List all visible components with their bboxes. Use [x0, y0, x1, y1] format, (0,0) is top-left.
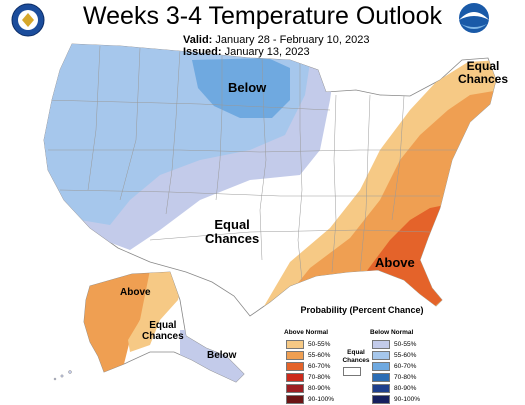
legend-above-row: 70-80%	[286, 373, 330, 382]
state-boundaries	[44, 45, 460, 281]
legend-above-header: Above Normal	[284, 329, 329, 336]
label-equal-ne-line1: Equal	[466, 59, 500, 73]
legend-above-row: 55-60%	[286, 351, 330, 360]
issued-value: January 13, 2023	[224, 46, 310, 58]
legend-below-row: 80-90%	[372, 384, 416, 393]
legend-equal-header: Equal Chances	[339, 349, 373, 365]
legend-below-label: 90-100%	[394, 396, 421, 404]
islands	[53, 370, 72, 381]
label-equal-center: Equal Chances	[205, 218, 259, 246]
conus-map	[43, 43, 497, 317]
below-60-70-region	[192, 58, 290, 118]
legend: Probability (Percent Chance) Above Norma…	[282, 305, 442, 405]
legend-above-row: 80-90%	[286, 384, 330, 393]
legend-above-label: 55-60%	[308, 352, 331, 360]
valid-value: January 28 - February 10, 2023	[215, 34, 370, 46]
legend-below-swatch	[372, 351, 390, 360]
legend-above-swatch	[286, 362, 304, 371]
issued-label: Issued:	[183, 46, 222, 58]
legend-below-label: 50-55%	[394, 341, 417, 349]
legend-below-swatch	[372, 340, 390, 349]
label-equal-center-line2: Chances	[205, 231, 260, 246]
legend-above-row: 60-70%	[286, 362, 330, 371]
legend-below-row: 70-80%	[372, 373, 416, 382]
noaa-logo	[459, 3, 489, 33]
legend-below-swatch	[372, 373, 390, 382]
label-above-alaska: Above	[120, 287, 151, 298]
label-equal-ne-line2: Chances	[458, 72, 509, 86]
label-equal-northeast: Equal Chances	[458, 60, 508, 86]
label-equal-alaska: Equal Chances	[142, 320, 184, 342]
legend-above-swatch	[286, 373, 304, 382]
legend-above-label: 50-55%	[308, 341, 331, 349]
legend-above-label: 80-90%	[308, 385, 331, 393]
issued-date: Issued: January 13, 2023	[183, 46, 310, 58]
legend-below-swatch	[372, 395, 390, 404]
legend-above-row: 90-100%	[286, 395, 334, 404]
label-above-southeast: Above	[375, 255, 415, 270]
legend-below-header: Below Normal	[370, 329, 414, 336]
legend-above-swatch	[286, 395, 304, 404]
legend-above-swatch	[286, 351, 304, 360]
legend-below-label: 80-90%	[394, 385, 417, 393]
label-equal-ak-line1: Equal	[149, 320, 177, 331]
legend-below-row: 55-60%	[372, 351, 416, 360]
doc-seal	[11, 3, 45, 37]
valid-label: Valid:	[183, 34, 213, 46]
legend-below-row: 60-70%	[372, 362, 416, 371]
legend-below-swatch	[372, 384, 390, 393]
label-equal-ak-line2: Chances	[142, 331, 184, 342]
page-title: Weeks 3-4 Temperature Outlook	[83, 2, 442, 30]
legend-below-label: 70-80%	[394, 374, 417, 382]
alaska-map	[83, 271, 245, 383]
legend-below-label: 60-70%	[394, 363, 417, 371]
label-below-conus: Below	[228, 80, 267, 95]
legend-above-swatch	[286, 384, 304, 393]
label-below-alaska: Below	[207, 350, 237, 361]
legend-above-row: 50-55%	[286, 340, 330, 349]
legend-above-label: 60-70%	[308, 363, 331, 371]
legend-below-label: 55-60%	[394, 352, 417, 360]
legend-below-row: 50-55%	[372, 340, 416, 349]
legend-below-swatch	[372, 362, 390, 371]
label-equal-center-line1: Equal	[214, 217, 250, 232]
legend-above-label: 70-80%	[308, 374, 331, 382]
legend-above-swatch	[286, 340, 304, 349]
legend-equal-line1: Equal	[347, 349, 365, 356]
legend-equal-swatch	[343, 367, 361, 376]
legend-above-label: 90-100%	[308, 396, 335, 404]
valid-dates: Valid: January 28 - February 10, 2023	[183, 34, 370, 46]
legend-equal-line2: Chances	[342, 357, 370, 364]
legend-title: Probability (Percent Chance)	[300, 305, 424, 315]
legend-below-row: 90-100%	[372, 395, 420, 404]
